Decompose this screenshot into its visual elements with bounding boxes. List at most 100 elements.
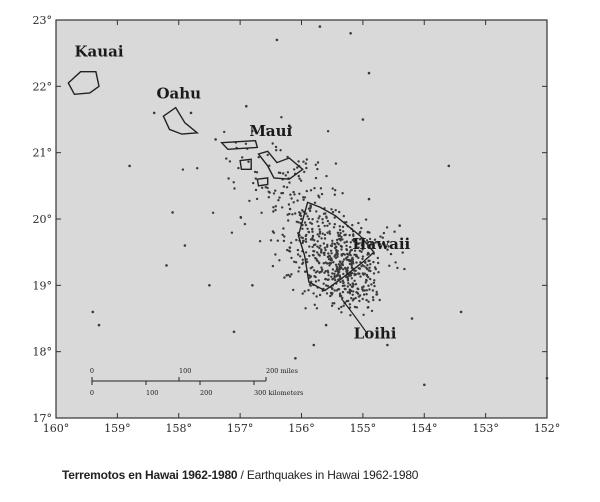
earthquake-point — [318, 235, 321, 238]
earthquake-point — [337, 243, 340, 246]
earthquake-point — [329, 294, 332, 298]
earthquake-point — [349, 245, 352, 249]
earthquake-point — [303, 170, 306, 174]
earthquake-point — [326, 269, 329, 272]
earthquake-point — [341, 260, 344, 263]
earthquake-point — [351, 299, 355, 302]
earthquake-point — [405, 243, 409, 246]
earthquake-point — [272, 231, 276, 234]
earthquake-point — [326, 245, 329, 248]
earthquake-point — [365, 278, 368, 282]
earthquake-point — [362, 313, 365, 316]
earthquake-point — [309, 238, 313, 241]
earthquake-point — [305, 158, 308, 161]
earthquake-point — [322, 242, 325, 245]
earthquake-point — [303, 196, 307, 199]
scale-bar: 0 100 200 miles 0 100 200 300 kilometers — [90, 367, 303, 397]
earthquake-point — [348, 234, 351, 237]
earthquake-point — [316, 251, 319, 254]
earthquake-point — [294, 212, 297, 215]
earthquake-point — [349, 32, 352, 35]
earthquake-point — [367, 269, 371, 272]
earthquake-point — [345, 257, 348, 260]
earthquake-point — [361, 248, 364, 251]
earthquake-point — [274, 189, 277, 192]
earthquake-point — [308, 254, 311, 258]
earthquake-point — [330, 208, 333, 211]
earthquake-point — [365, 289, 368, 292]
earthquake-point — [278, 196, 281, 199]
earthquake-point — [291, 213, 294, 216]
earthquake-point — [304, 307, 307, 310]
earthquake-point — [297, 174, 300, 178]
earthquake-point — [333, 242, 336, 246]
earthquake-point — [381, 236, 384, 239]
earthquake-point — [311, 266, 314, 269]
earthquake-point — [301, 258, 304, 261]
scale-km-label: 300 kilometers — [254, 389, 303, 397]
earthquake-point — [311, 218, 314, 221]
earthquake-point — [342, 214, 345, 218]
earthquake-point — [364, 261, 367, 264]
earthquake-point — [152, 111, 156, 115]
earthquake-point — [304, 223, 308, 227]
earthquake-point — [375, 293, 378, 296]
earthquake-point — [314, 163, 317, 166]
earthquake-point — [335, 265, 338, 268]
earthquake-point — [367, 276, 370, 279]
earthquake-point — [264, 186, 267, 189]
earthquake-point — [335, 238, 339, 242]
lon-tick-label: 159° — [104, 422, 131, 435]
earthquake-point — [361, 289, 365, 292]
earthquake-point — [376, 256, 379, 260]
earthquake-point — [348, 292, 352, 295]
earthquake-point — [91, 310, 95, 314]
earthquake-point — [325, 216, 328, 220]
earthquake-point — [281, 233, 284, 236]
earthquake-point — [298, 177, 301, 180]
earthquake-point — [276, 239, 279, 242]
earthquake-point — [410, 317, 414, 320]
earthquake-point — [369, 277, 372, 281]
earthquake-point — [348, 251, 351, 254]
earthquake-point — [332, 261, 335, 264]
earthquake-point — [367, 259, 370, 263]
earthquake-point — [322, 282, 325, 285]
scale-mile-label: 100 — [179, 367, 191, 375]
earthquake-point — [345, 299, 349, 303]
earthquake-point — [373, 238, 377, 241]
earthquake-point — [340, 311, 343, 314]
earthquake-point — [389, 252, 393, 256]
earthquake-point — [374, 241, 377, 244]
earthquake-point — [301, 262, 304, 266]
scale-km-label: 200 — [200, 389, 212, 397]
earthquake-point — [296, 248, 300, 252]
earthquake-point — [331, 278, 334, 281]
earthquake-point — [330, 304, 334, 307]
earthquake-point — [329, 262, 332, 265]
earthquake-point — [367, 197, 371, 201]
earthquake-point — [351, 293, 354, 296]
earthquake-point — [378, 298, 381, 302]
earthquake-point — [233, 187, 236, 190]
island-outline-molokai — [220, 139, 259, 151]
earthquake-point — [299, 255, 302, 258]
earthquake-point — [317, 279, 320, 282]
earthquake-point — [355, 255, 359, 258]
earthquake-point — [326, 231, 329, 234]
earthquake-point — [304, 240, 308, 243]
earthquake-point — [322, 212, 326, 215]
earthquake-point — [309, 205, 312, 208]
lon-tick-label: 156° — [288, 422, 315, 435]
earthquake-point — [366, 264, 369, 267]
earthquake-point — [345, 240, 348, 243]
earthquake-point — [275, 149, 278, 152]
earthquake-point — [306, 260, 309, 264]
earthquake-point — [342, 304, 345, 307]
earthquake-point — [369, 263, 372, 266]
earthquake-point — [328, 222, 331, 225]
earthquake-point — [371, 296, 375, 299]
earthquake-point — [315, 307, 319, 310]
earthquake-point — [357, 242, 360, 246]
earthquake-point — [347, 282, 350, 285]
